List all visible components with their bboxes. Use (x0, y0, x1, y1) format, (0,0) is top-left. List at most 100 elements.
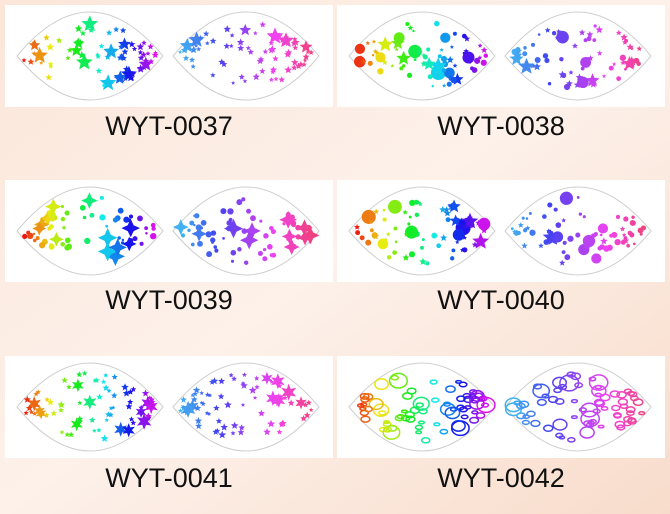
decoration (50, 216, 55, 222)
decoration (407, 25, 414, 31)
decoration (456, 395, 466, 403)
decoration (299, 40, 313, 53)
decoration (105, 77, 110, 82)
decoration (409, 199, 416, 206)
decoration (182, 54, 190, 61)
decoration (372, 232, 380, 240)
decoration (429, 379, 438, 385)
decoration (580, 56, 592, 68)
decoration (566, 371, 576, 378)
decoration (278, 394, 284, 399)
decoration (281, 228, 298, 245)
decoration (60, 216, 66, 222)
decoration (209, 379, 216, 385)
decoration (276, 383, 283, 389)
decoration (228, 372, 234, 378)
decoration (262, 248, 267, 252)
decoration (231, 80, 236, 85)
decoration (451, 248, 456, 253)
decoration (372, 48, 379, 54)
decoration (50, 410, 58, 417)
decoration (122, 389, 131, 397)
decoration (205, 392, 211, 397)
decoration (236, 38, 245, 46)
decoration (587, 420, 595, 426)
decoration (229, 32, 235, 38)
decoration (297, 230, 313, 246)
decoration (106, 29, 113, 36)
decoration (381, 59, 388, 65)
decoration (248, 386, 257, 394)
decoration (295, 396, 307, 410)
decoration (616, 76, 622, 82)
decoration (302, 401, 309, 408)
decoration (451, 202, 457, 208)
decoration (189, 56, 195, 63)
decoration (140, 51, 147, 58)
decoration (128, 214, 134, 219)
decoration (445, 385, 456, 394)
decoration (269, 77, 274, 82)
grid: WYT-0037 WYT-0038 WYT-0039 WYT-0040 WYT-0041… (5, 5, 665, 493)
decoration (130, 386, 137, 392)
decoration (434, 20, 440, 27)
decoration (281, 383, 297, 401)
decoration (559, 259, 566, 266)
decoration (271, 252, 277, 258)
decoration (178, 49, 183, 54)
decoration (570, 398, 579, 404)
decoration (147, 43, 154, 50)
decoration (194, 404, 202, 412)
decoration (406, 387, 417, 395)
decoration (565, 80, 573, 87)
decoration (26, 230, 31, 234)
decoration (474, 57, 481, 64)
decoration (301, 226, 319, 245)
decoration (123, 76, 129, 81)
decoration (200, 220, 207, 226)
decoration (95, 52, 100, 57)
decoration (259, 21, 266, 28)
decoration (625, 406, 636, 414)
decoration (374, 378, 389, 391)
decoration (77, 400, 83, 405)
decoration (551, 30, 557, 36)
decoration (254, 384, 260, 390)
decoration (442, 83, 447, 88)
decoration (533, 62, 541, 71)
decoration (49, 232, 64, 247)
decoration (608, 65, 614, 71)
decoration (99, 195, 104, 200)
decoration (441, 68, 446, 73)
decoration (120, 27, 127, 34)
decoration (518, 400, 530, 409)
decoration (542, 424, 554, 433)
decoration (599, 244, 605, 250)
decoration (468, 394, 477, 400)
decoration (292, 44, 299, 51)
decoration (592, 233, 597, 238)
decoration (420, 245, 424, 250)
product-cell: WYT-0039 (5, 180, 333, 315)
decoration (151, 226, 156, 231)
decoration (241, 197, 246, 202)
decoration (559, 191, 574, 205)
decoration (443, 209, 452, 217)
product-code: WYT-0038 (437, 111, 565, 141)
decoration (137, 54, 145, 61)
decoration (567, 437, 576, 443)
decoration (455, 239, 460, 244)
decoration (135, 405, 147, 418)
decoration (23, 395, 31, 403)
decoration (141, 389, 150, 397)
decoration (414, 212, 420, 218)
decoration (137, 215, 143, 222)
decoration (483, 53, 489, 58)
decoration (593, 398, 605, 407)
decoration (81, 15, 99, 32)
decoration (582, 215, 586, 219)
decoration (419, 257, 427, 265)
decoration (415, 402, 425, 408)
decoration (622, 236, 630, 244)
